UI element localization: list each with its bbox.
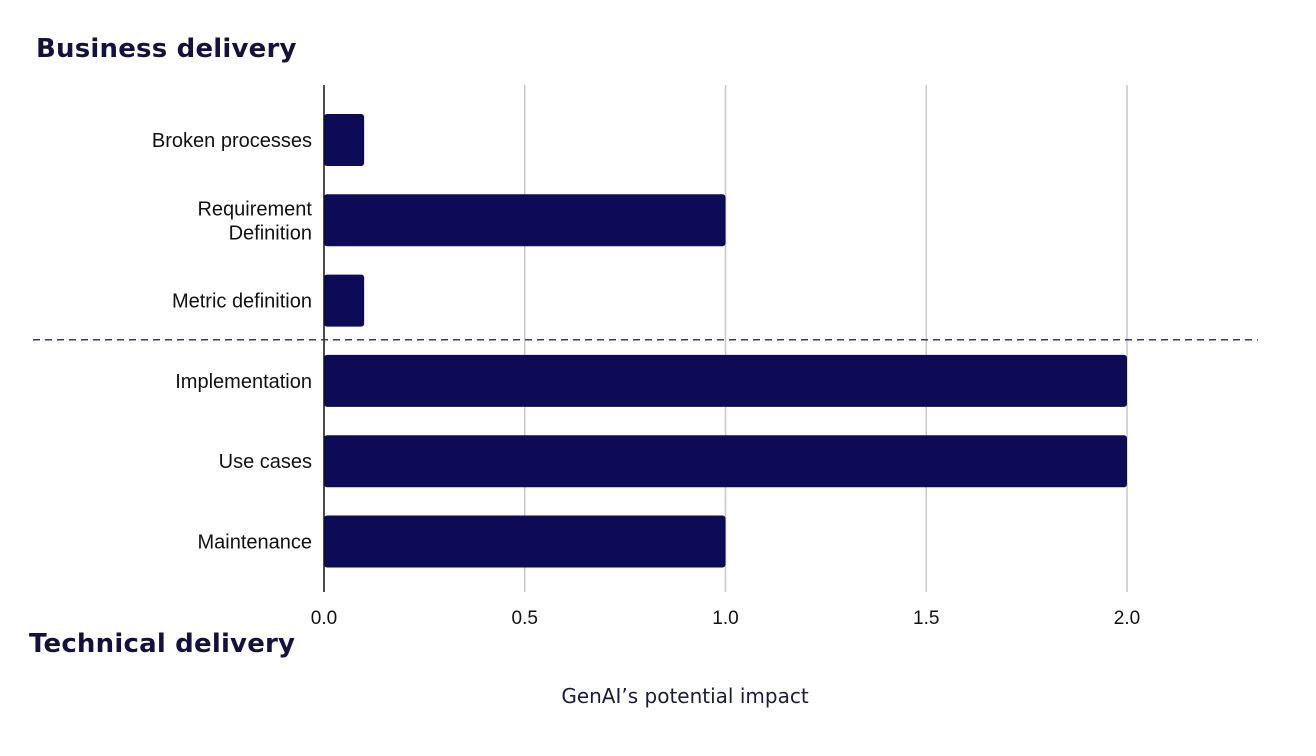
category-label-0: Broken processes	[152, 130, 312, 152]
category-label-line: Maintenance	[197, 532, 312, 554]
bar-0	[324, 114, 365, 166]
category-label-5: Maintenance	[197, 532, 312, 554]
x-tick-label-0: 0.0	[311, 608, 337, 629]
category-label-line: Metric definition	[172, 291, 312, 313]
bar-5	[324, 515, 726, 568]
category-label-line: Implementation	[175, 371, 312, 393]
business-delivery-title: Business delivery	[36, 34, 297, 64]
category-label-1: Requirement Definition	[197, 198, 312, 244]
category-label-4: Use cases	[219, 451, 312, 473]
category-label-3: Implementation	[175, 371, 312, 393]
x-tick-label-4: 2.0	[1114, 608, 1140, 629]
x-tick-label-3: 1.5	[913, 608, 939, 629]
x-tick-label-2: 1.0	[712, 608, 738, 629]
category-label-layer: Broken processes Requirement Definition Met…	[152, 130, 313, 554]
axis-layer	[33, 85, 1258, 592]
category-label-2: Metric definition	[172, 291, 312, 313]
x-axis-label: GenAI’s potential impact	[561, 684, 809, 708]
grid-layer	[524, 85, 1128, 592]
category-label-line: Broken processes	[152, 130, 312, 152]
tick-label-layer: 0.0 0.5 1.0 1.5 2.0	[311, 608, 1140, 629]
category-label-line: Use cases	[219, 451, 312, 473]
category-label-line: Requirement	[197, 198, 312, 220]
bar-layer	[324, 114, 1127, 568]
technical-delivery-title: Technical delivery	[29, 629, 296, 659]
bar-4	[324, 435, 1127, 488]
bar-3	[324, 354, 1127, 407]
bar-2	[324, 274, 365, 327]
x-tick-label-1: 0.5	[512, 608, 538, 629]
bar-1	[324, 194, 726, 247]
category-label-line: Definition	[229, 222, 312, 244]
